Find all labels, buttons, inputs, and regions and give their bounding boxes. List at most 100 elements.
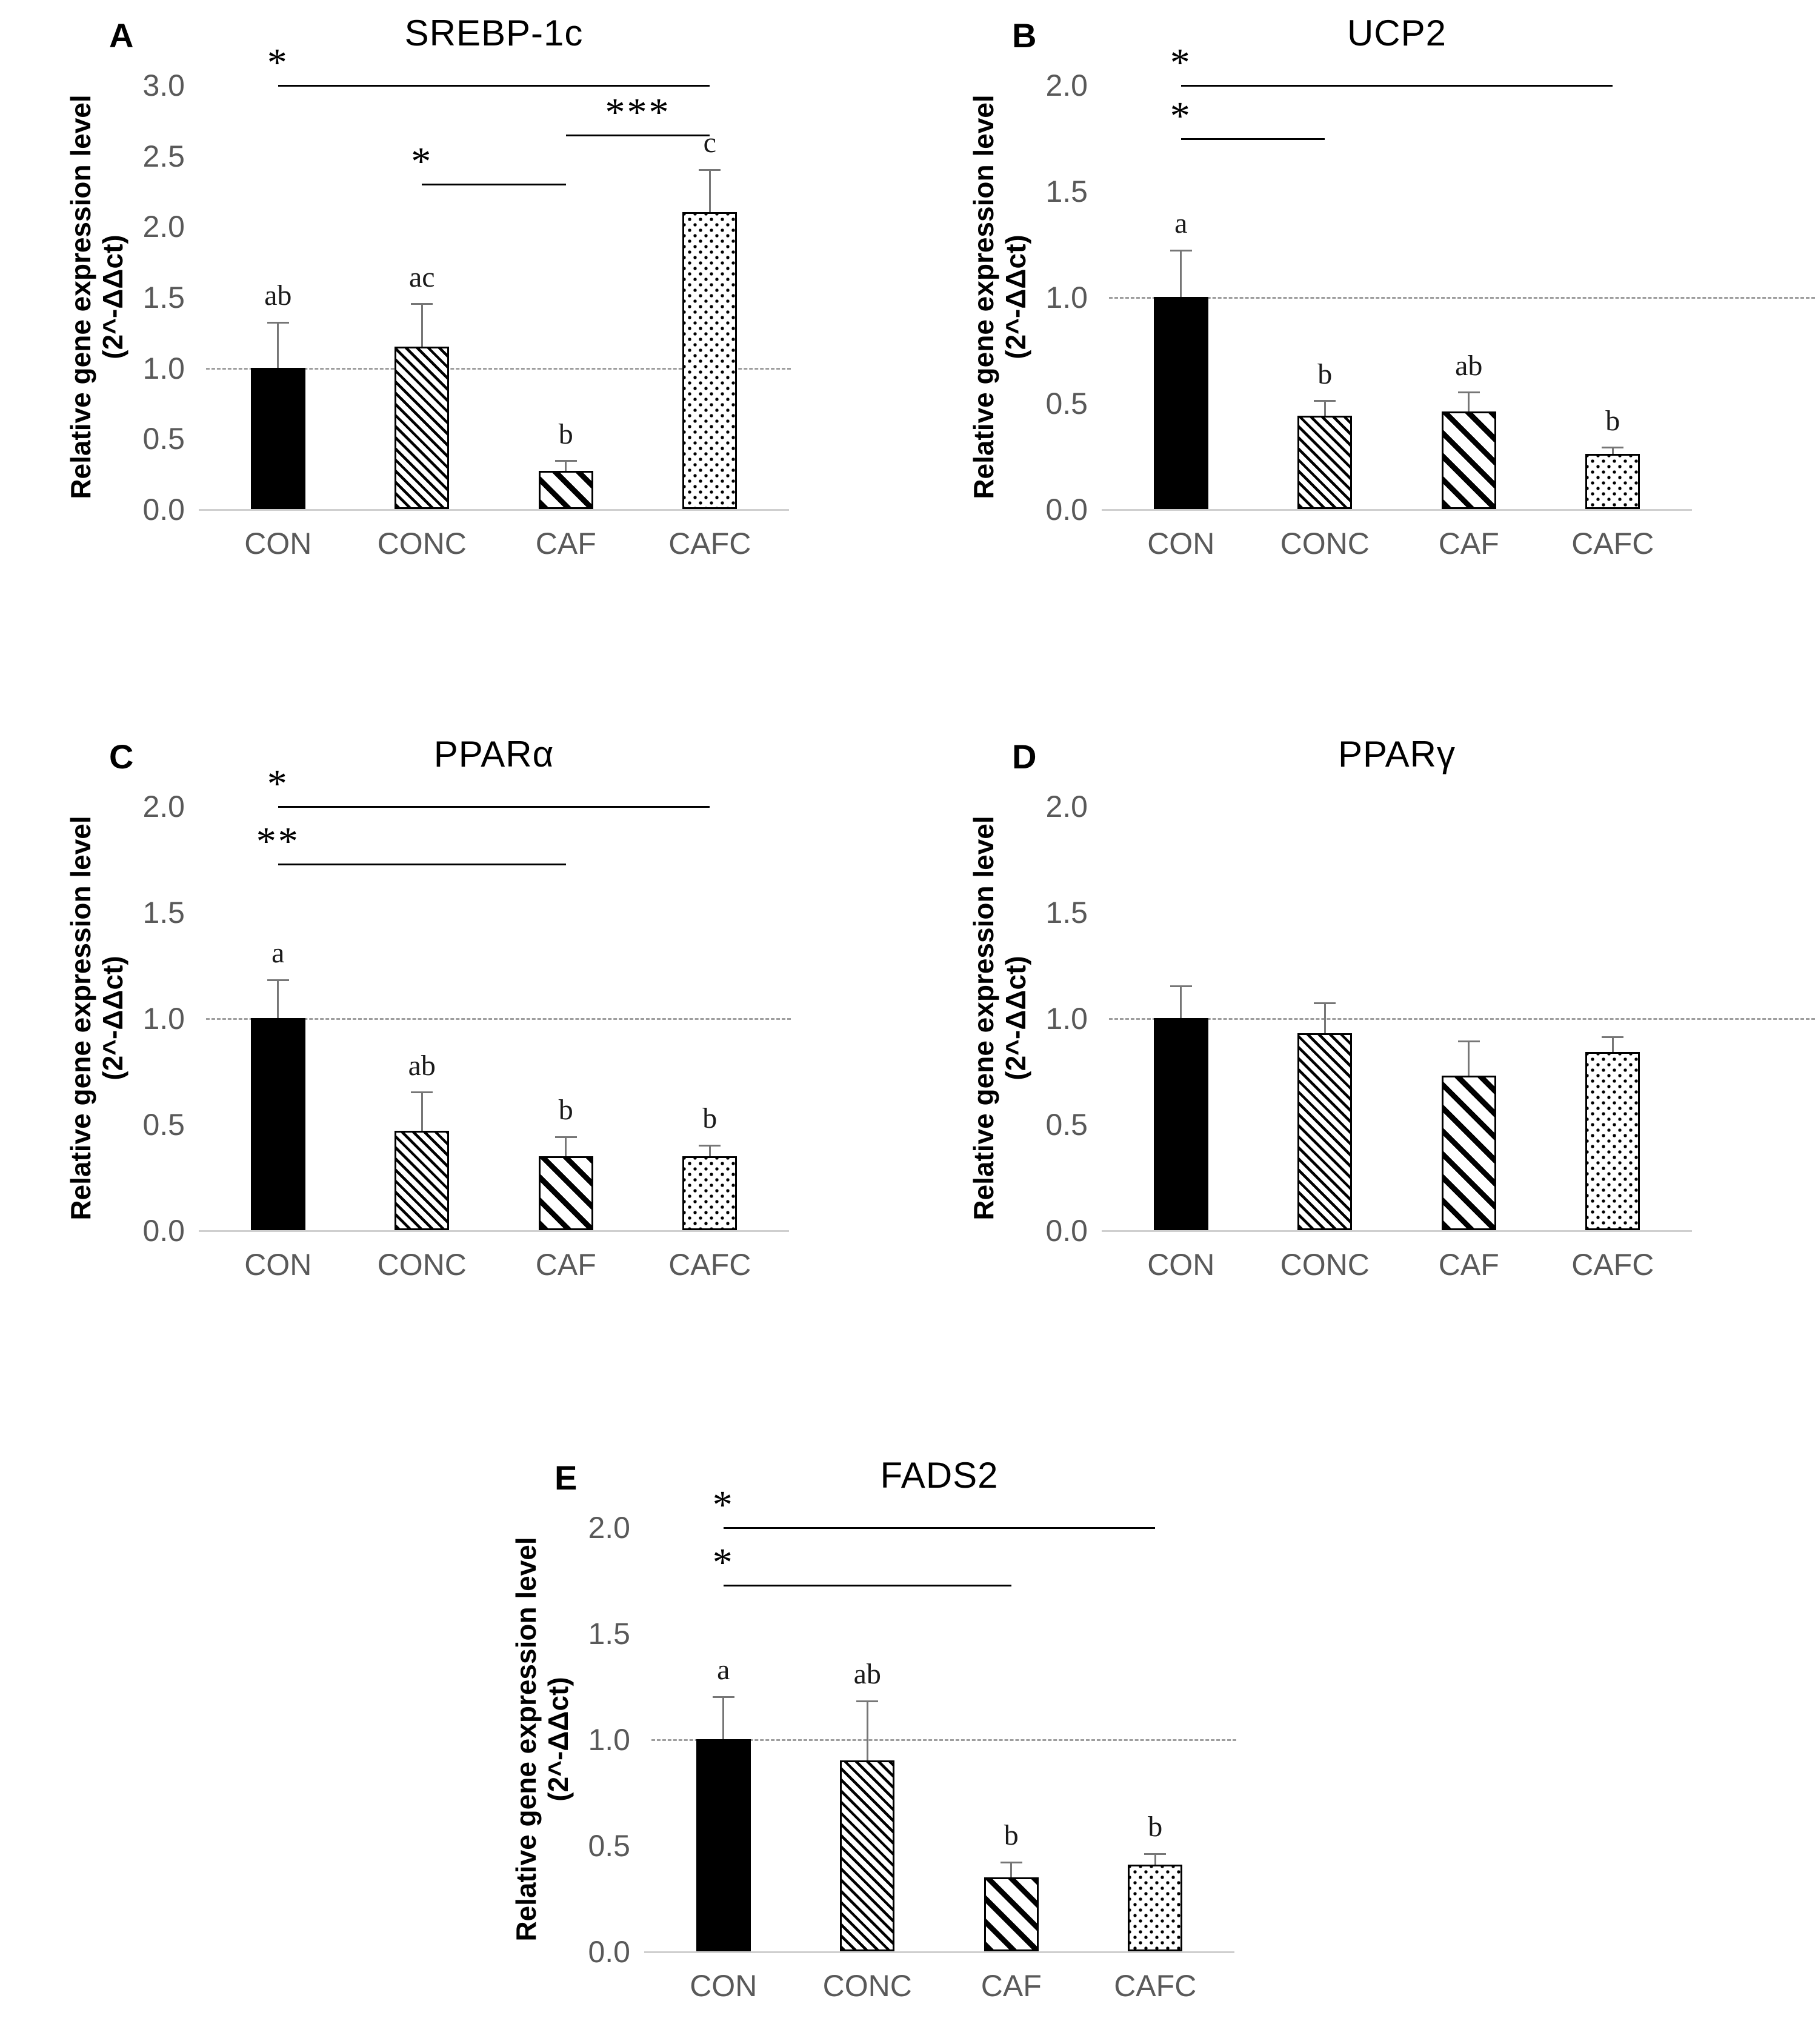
error-bar-cap [267,321,289,324]
bar-letter-label: ab [408,1049,436,1082]
error-bar [708,170,711,212]
bar-con [250,1018,305,1230]
panel-title: PPARγ [1338,734,1456,774]
y-axis-label-line1: Relative gene expression level [968,816,1000,1220]
significance-line [565,134,710,136]
x-axis-line [199,1230,789,1232]
panel-a: A SREBP-1c Relative gene expression level(… [24,12,903,594]
error-bar-cap [1170,249,1192,251]
category-label: CON [1147,527,1215,561]
bar-caf [1441,411,1496,509]
significance-asterisk: * [267,41,289,85]
significance-asterisk: * [1170,93,1192,138]
panel-d: D PPARγ Relative gene expression level (2^-… [927,733,1815,1315]
y-tick-label: 2.0 [1045,68,1088,102]
significance-line [422,184,566,186]
error-bar-cap [1314,400,1336,402]
panel-e: E FADS2 Relative gene expression level (2^-… [470,1454,1348,2036]
y-tick-label: 2.0 [588,1511,630,1545]
panel-letter: A [109,16,134,55]
y-tick-label: 0.5 [1045,1108,1088,1142]
x-axis-line [1102,509,1692,511]
category-label: CON [690,1969,758,2003]
y-tick-label: 0.0 [1045,493,1088,527]
category-label: CAF [1438,527,1499,561]
y-tick-label: 1.5 [588,1617,630,1651]
bar-con [1153,297,1208,509]
panel-letter: C [109,737,134,776]
error-bar [277,322,279,368]
category-label: CONC [822,1969,912,2003]
bar-con [696,1739,751,1951]
error-bar [708,1145,711,1156]
category-label: CONC [377,1248,467,1282]
bar-letter-label: b [1605,404,1620,437]
error-bar-cap [856,1700,879,1702]
bar-letter-label: ab [264,279,292,311]
error-bar [1611,1037,1614,1052]
error-bar [1180,250,1182,297]
category-label: CONC [1280,527,1370,561]
category-label: CAFC [1571,527,1654,561]
y-tick-label: 0.0 [588,1935,630,1969]
panel-letter: B [1012,16,1037,55]
x-axis-line [644,1951,1234,1953]
bar-letter-label: b [558,1094,573,1126]
bar-conc [1297,1033,1353,1230]
category-label: CONC [1280,1248,1370,1282]
y-tick-label: 1.0 [1045,1002,1088,1036]
y-tick-label: 2.0 [142,210,185,244]
error-bar-cap [1457,391,1480,393]
panel-b: B UCP2 Relative gene expression level (2^-Δ… [927,12,1815,594]
significance-asterisk: ** [256,819,300,864]
bar-cafc [1585,454,1640,509]
bar-caf [538,471,593,509]
error-bar-cap [411,303,433,305]
panel-c: C PPARα Relative gene expression level (2^-… [24,733,903,1315]
error-bar-cap [267,979,289,981]
error-bar [421,1092,423,1131]
error-bar-cap [411,1091,433,1093]
reference-line [1109,1018,1815,1020]
bar-cafc [682,212,738,509]
error-bar [1010,1862,1013,1877]
category-label: CAF [981,1969,1042,2003]
category-label: CAF [535,527,596,561]
panel-title: SREBP-1c [404,13,584,53]
bar-caf [1441,1075,1496,1230]
significance-asterisk: *** [605,90,671,135]
error-bar [866,1701,868,1760]
panel-grid: A SREBP-1c Relative gene expression level(… [24,12,1815,1315]
y-tick-label: 0.5 [1045,387,1088,421]
y-axis-label-line1: Relative gene expression level [510,1537,542,1942]
y-tick-label: 1.5 [1045,175,1088,208]
reference-line [206,367,791,370]
bar-con [1153,1018,1208,1230]
y-tick-label: 0.5 [588,1829,630,1863]
error-bar [1468,392,1470,411]
y-tick-label: 2.0 [142,790,185,824]
error-bar-cap [1602,1036,1624,1038]
significance-line [278,85,710,87]
panel-title: FADS2 [880,1455,999,1496]
bar-conc [840,1760,895,1951]
panel-title: PPARα [433,734,554,774]
error-bar [1324,401,1326,416]
error-bar [1180,986,1182,1018]
y-tick-label: 1.0 [588,1723,630,1757]
bar-conc [1297,416,1353,509]
y-tick-label: 2.5 [142,139,185,173]
category-label: CON [244,527,312,561]
y-tick-label: 1.0 [142,351,185,385]
error-bar-cap [712,1696,734,1698]
y-tick-label: 1.0 [1045,281,1088,315]
panel-letter: E [554,1459,578,1497]
y-tick-label: 1.5 [1045,896,1088,930]
error-bar [1324,1003,1326,1033]
error-bar-cap [1000,1861,1022,1863]
category-label: CAFC [1571,1248,1654,1282]
category-label: CAFC [668,527,751,561]
error-bar-cap [699,1144,721,1147]
error-bar-cap [699,168,721,171]
significance-asterisk: * [411,139,433,184]
